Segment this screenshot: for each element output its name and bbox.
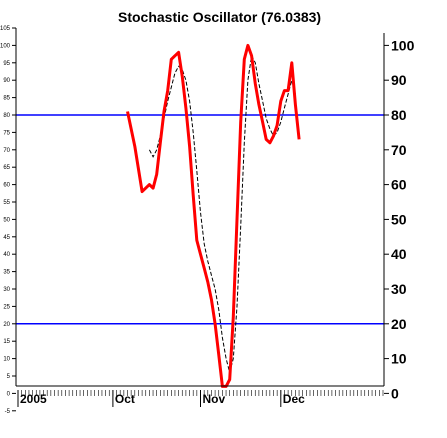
left-tick-label: 60 — [3, 183, 10, 189]
left-tick-label: 65 — [3, 165, 10, 171]
x-tick-label: Nov — [203, 392, 226, 406]
left-tick-label: 75 — [3, 130, 10, 136]
left-tick-label: 100 — [0, 43, 11, 49]
left-tick-label: 105 — [0, 26, 11, 32]
left-tick-label: -5 — [5, 409, 11, 415]
right-tick-label: 80 — [391, 107, 407, 123]
right-tick-label: 20 — [391, 316, 407, 332]
right-tick-label: 90 — [391, 72, 407, 88]
x-tick-label: Oct — [115, 392, 135, 406]
right-tick-label: 40 — [391, 246, 407, 262]
left-tick-label: 80 — [3, 113, 10, 119]
series-k-line — [126, 43, 301, 388]
left-tick-label: 25 — [3, 304, 10, 310]
left-tick-label: 90 — [3, 78, 10, 84]
chart-title: Stochastic Oscillator (76.0383) — [118, 9, 321, 25]
right-tick-label: 0 — [391, 385, 399, 401]
left-tick-label: 20 — [3, 322, 10, 328]
right-tick-label: 60 — [391, 177, 407, 193]
left-tick-label: 40 — [3, 252, 10, 258]
right-tick-label: 30 — [391, 281, 407, 297]
left-tick-label: 35 — [3, 270, 10, 276]
x-tick-label: Dec — [283, 392, 305, 406]
left-tick-label: 45 — [3, 235, 10, 241]
series-d-line — [148, 54, 296, 375]
left-tick-label: 30 — [3, 287, 10, 293]
bottom-axis: 2005 Oct Nov Dec — [17, 390, 384, 407]
left-tick-label: 15 — [3, 339, 10, 345]
right-tick-label: 10 — [391, 351, 407, 367]
right-tick-label: 100 — [391, 37, 415, 53]
plot-area — [15, 28, 385, 388]
left-tick-label: 70 — [3, 148, 10, 154]
right-tick-label: 70 — [391, 142, 407, 158]
left-tick-label: 50 — [3, 217, 10, 223]
left-axis: 1051009590858075706560555045403530252015… — [0, 26, 16, 415]
left-tick-label: 0 — [7, 391, 11, 397]
x-tick-label: 2005 — [20, 392, 47, 406]
left-tick-label: 95 — [3, 61, 10, 67]
left-tick-label: 85 — [3, 96, 10, 102]
left-tick-label: 10 — [3, 357, 10, 363]
right-tick-label: 50 — [391, 211, 407, 227]
left-tick-label: 5 — [7, 374, 11, 380]
left-tick-label: 55 — [3, 200, 10, 206]
